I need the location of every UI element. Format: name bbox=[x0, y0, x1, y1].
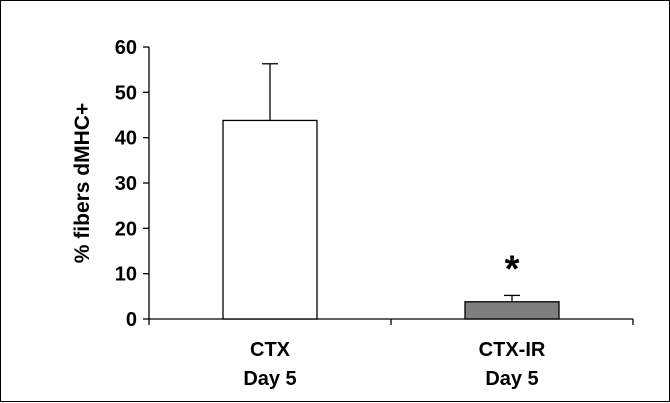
bar-2 bbox=[464, 301, 560, 320]
y-ticks: 0 10 20 30 40 50 60 bbox=[115, 37, 149, 331]
y-axis-label: % fibers dMHC+ bbox=[71, 103, 94, 263]
category-label-line2: Day 5 bbox=[485, 368, 538, 390]
category-label-line1: CTX bbox=[250, 339, 291, 361]
y-tick-label: 10 bbox=[115, 264, 137, 286]
bar-1 bbox=[222, 119, 318, 320]
category-labels: CTX Day 5 CTX-IR Day 5 bbox=[243, 339, 546, 390]
y-tick-label: 40 bbox=[115, 128, 137, 150]
y-tick-label: 60 bbox=[115, 37, 137, 59]
category-label-line2: Day 5 bbox=[243, 368, 296, 390]
significance-asterisk: * bbox=[505, 248, 520, 290]
y-tick-label: 0 bbox=[126, 309, 137, 331]
error-bars: * bbox=[262, 63, 520, 302]
y-tick-label: 30 bbox=[115, 173, 137, 195]
bars bbox=[222, 119, 560, 320]
category-label-line1: CTX-IR bbox=[479, 339, 546, 361]
y-tick-label: 20 bbox=[115, 218, 137, 240]
y-tick-label: 50 bbox=[115, 82, 137, 104]
axes bbox=[148, 47, 634, 325]
